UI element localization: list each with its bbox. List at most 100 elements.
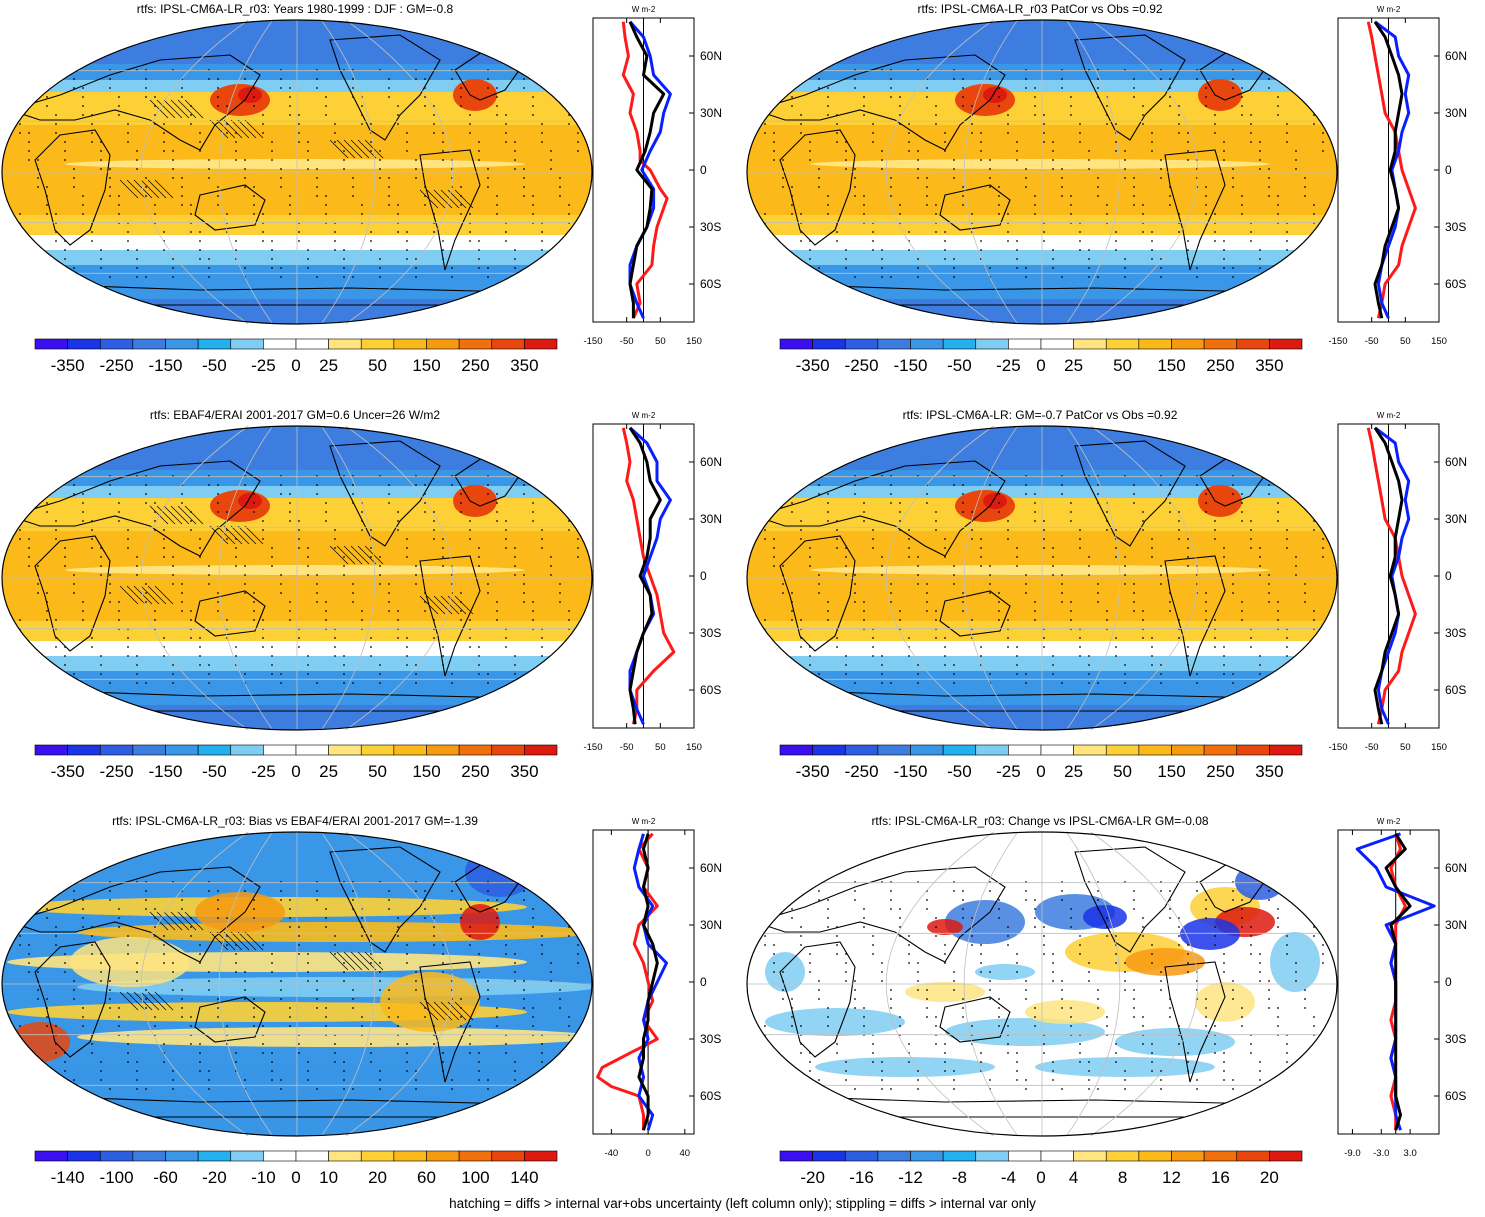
colorbar-label: -25 <box>996 762 1021 781</box>
panel-title: rtfs: IPSL-CM6A-LR_r03: Bias vs EBAF4/ER… <box>112 814 478 828</box>
colorbar-cell <box>942 1150 977 1162</box>
colorbar-label: 250 <box>461 356 489 375</box>
colorbar-label: -150 <box>148 762 182 781</box>
colorbar-label: -250 <box>100 356 134 375</box>
colorbar-cell <box>1171 744 1205 756</box>
colorbar-cell <box>812 338 846 350</box>
x-tick-label: -150 <box>1328 336 1347 347</box>
lat-label: 60S <box>700 277 721 291</box>
map-field <box>747 20 1337 324</box>
coastline <box>34 129 111 246</box>
colorbar-label: 10 <box>319 1168 338 1187</box>
colorbar-label: -250 <box>845 762 879 781</box>
colorbar-cell <box>844 1150 879 1162</box>
colorbar-cell <box>34 744 68 756</box>
colorbar-cell <box>1138 1150 1172 1162</box>
colorbar-cell <box>491 338 525 350</box>
coastline <box>1164 149 1226 271</box>
coastline <box>329 34 441 141</box>
anomaly-patch <box>460 904 500 940</box>
colorbar-cell <box>975 338 1009 350</box>
colorbar-cell <box>458 1150 493 1162</box>
graticule <box>2 831 592 1137</box>
colorbar-cell <box>132 744 166 756</box>
equatorial-band <box>65 159 525 169</box>
zonal-profile: W m-2 -9.0 -3.0 3.0 60N 30N 0 30S 60S <box>1337 817 1467 1159</box>
coastline <box>329 846 441 953</box>
anomaly-patch <box>1025 1000 1105 1024</box>
colorbar-label: 50 <box>1113 356 1132 375</box>
colorbar-label: -50 <box>947 762 972 781</box>
gulfstream-max <box>1198 485 1242 517</box>
map-border <box>1 831 593 1137</box>
colorbar-label: 0 <box>291 762 300 781</box>
coastline <box>779 941 856 1058</box>
colorbar-cell <box>132 1150 166 1162</box>
colorbar-cell <box>458 744 493 756</box>
colorbar-cell <box>295 744 329 756</box>
colorbar-label: 60 <box>417 1168 436 1187</box>
coastline <box>1164 961 1226 1083</box>
anomaly-patch <box>195 892 285 932</box>
colorbar-cell <box>67 338 101 350</box>
colorbar-label: 25 <box>1064 762 1083 781</box>
anomaly-patch <box>765 952 805 992</box>
equatorial-band <box>65 565 525 575</box>
panel-title: rtfs: IPSL-CM6A-LR_r03 PatCor vs Obs =0.… <box>917 2 1163 16</box>
colorbar-cell <box>197 338 232 350</box>
colorbar-cell <box>910 744 944 756</box>
colorbar-label: -25 <box>251 762 276 781</box>
lat-label: 60N <box>1445 49 1467 63</box>
coastline <box>939 590 1011 637</box>
red-profile-line <box>621 21 669 319</box>
map-field <box>747 426 1337 730</box>
colorbar-label: -16 <box>849 1168 874 1187</box>
map-border <box>746 831 1338 1137</box>
panel-title: rtfs: IPSL-CM6A-LR: GM=-0.7 PatCor vs Ob… <box>902 408 1178 422</box>
zonal-band <box>747 265 1337 299</box>
colorbar-cell <box>812 1150 846 1162</box>
graticule <box>747 425 1337 731</box>
red-profile-line <box>621 427 676 725</box>
colorbar-label: -20 <box>202 1168 227 1187</box>
lat-label: 60N <box>700 861 722 875</box>
zonal-band <box>747 498 1337 535</box>
coastline <box>329 440 441 547</box>
colorbar-label: -250 <box>100 762 134 781</box>
colorbar-cell <box>393 338 427 350</box>
coastline <box>194 590 266 637</box>
x-tick-label: 40 <box>680 1148 691 1159</box>
lat-label: 30S <box>1445 626 1466 640</box>
coastline <box>939 996 1011 1043</box>
panel-6: rtfs: IPSL-CM6A-LR_r03: Change vs IPSL-C… <box>745 812 1485 1217</box>
profile-unit: W m-2 <box>1377 411 1401 420</box>
zonal-band <box>2 92 592 129</box>
map-field <box>2 426 592 730</box>
colorbar-label: 140 <box>510 1168 538 1187</box>
colorbar-label: 100 <box>461 1168 489 1187</box>
colorbar-label: -140 <box>51 1168 85 1187</box>
colorbar-label: 150 <box>412 762 440 781</box>
colorbar: -350 -250 -150 -50 -25 0 25 50 150 250 350 <box>779 338 1303 375</box>
coastline <box>779 535 856 652</box>
kuroshio-peak <box>983 493 1007 509</box>
panel-4: rtfs: IPSL-CM6A-LR: GM=-0.7 PatCor vs Ob… <box>745 406 1485 811</box>
map-border <box>1 19 593 325</box>
colorbar-cell <box>491 1150 525 1162</box>
footer-caption: hatching = diffs > internal var+obs unce… <box>449 1196 1036 1211</box>
x-tick-label: -9.0 <box>1344 1148 1360 1159</box>
anomaly-patch <box>1180 918 1240 950</box>
lat-label: 60N <box>1445 455 1467 469</box>
colorbar-label: 150 <box>1157 762 1185 781</box>
colorbar-cell <box>942 338 977 350</box>
colorbar-label: 25 <box>319 762 338 781</box>
x-tick-label: -50 <box>1365 742 1379 753</box>
zonal-band <box>2 265 592 299</box>
colorbar-cell <box>295 1150 329 1162</box>
anomaly-patch <box>815 844 875 860</box>
colorbar-cell <box>779 338 813 350</box>
colorbar-cell <box>975 1150 1009 1162</box>
colorbar-cell <box>1008 1150 1042 1162</box>
panel-2: rtfs: IPSL-CM6A-LR_r03 PatCor vs Obs =0.… <box>745 0 1485 405</box>
